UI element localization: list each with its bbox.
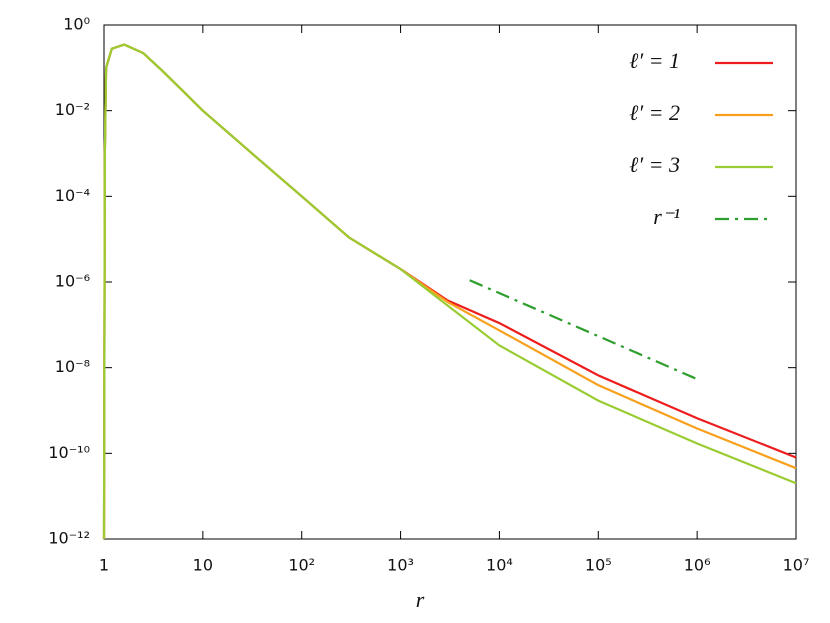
plot-frame: [103, 24, 797, 540]
legend-label: ℓ′ = 1: [629, 48, 680, 73]
x-tick-label: 1: [99, 556, 109, 575]
y-tick-label: 10⁻¹²: [48, 529, 90, 548]
legend-label: ℓ′ = 3: [629, 152, 680, 177]
x-axis-label: r: [416, 587, 425, 612]
series-line: [102, 43, 797, 540]
x-tick-label: 10⁷: [783, 556, 810, 575]
y-tick-label: 10⁻¹⁰: [48, 443, 90, 462]
series-line: [469, 279, 698, 381]
y-tick-label: 10⁻⁸: [55, 357, 90, 376]
legend-label: ℓ′ = 2: [629, 100, 680, 125]
y-tick-label: 10⁻⁴: [55, 186, 90, 205]
x-tick-label: 10⁴: [486, 556, 513, 575]
y-tick-label: 10⁻²: [55, 100, 90, 119]
series-line: [102, 43, 797, 540]
y-tick-label: 10⁰: [63, 15, 90, 34]
x-tick-label: 10³: [387, 556, 414, 575]
x-tick-label: 10⁵: [585, 556, 612, 575]
y-tick-label: 10⁻⁶: [55, 272, 90, 291]
series-line: [102, 43, 797, 540]
x-tick-label: 10²: [288, 556, 315, 575]
x-tick-label: 10: [193, 556, 213, 575]
legend-label: r⁻¹: [653, 204, 680, 229]
x-tick-label: 10⁶: [684, 556, 711, 575]
